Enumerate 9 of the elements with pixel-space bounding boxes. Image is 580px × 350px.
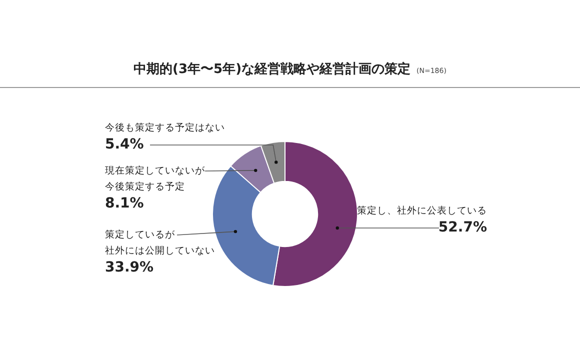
slice-label: 策定しているが社外には公開していない <box>105 228 215 256</box>
slice-label: 今後も策定する予定はない <box>105 121 225 134</box>
slice-label: 策定し、社外に公表している <box>357 204 487 216</box>
data-label: 52.7% <box>438 220 487 236</box>
chart-title: 中期的(3年〜5年)な経営戦略や経営計画の策定 <box>134 62 411 77</box>
slice-label: 現在策定していないが今後策定する予定 <box>105 164 206 192</box>
data-label: 8.1% <box>105 196 144 212</box>
data-label: 33.9% <box>105 260 154 276</box>
data-label: 5.4% <box>105 136 144 153</box>
